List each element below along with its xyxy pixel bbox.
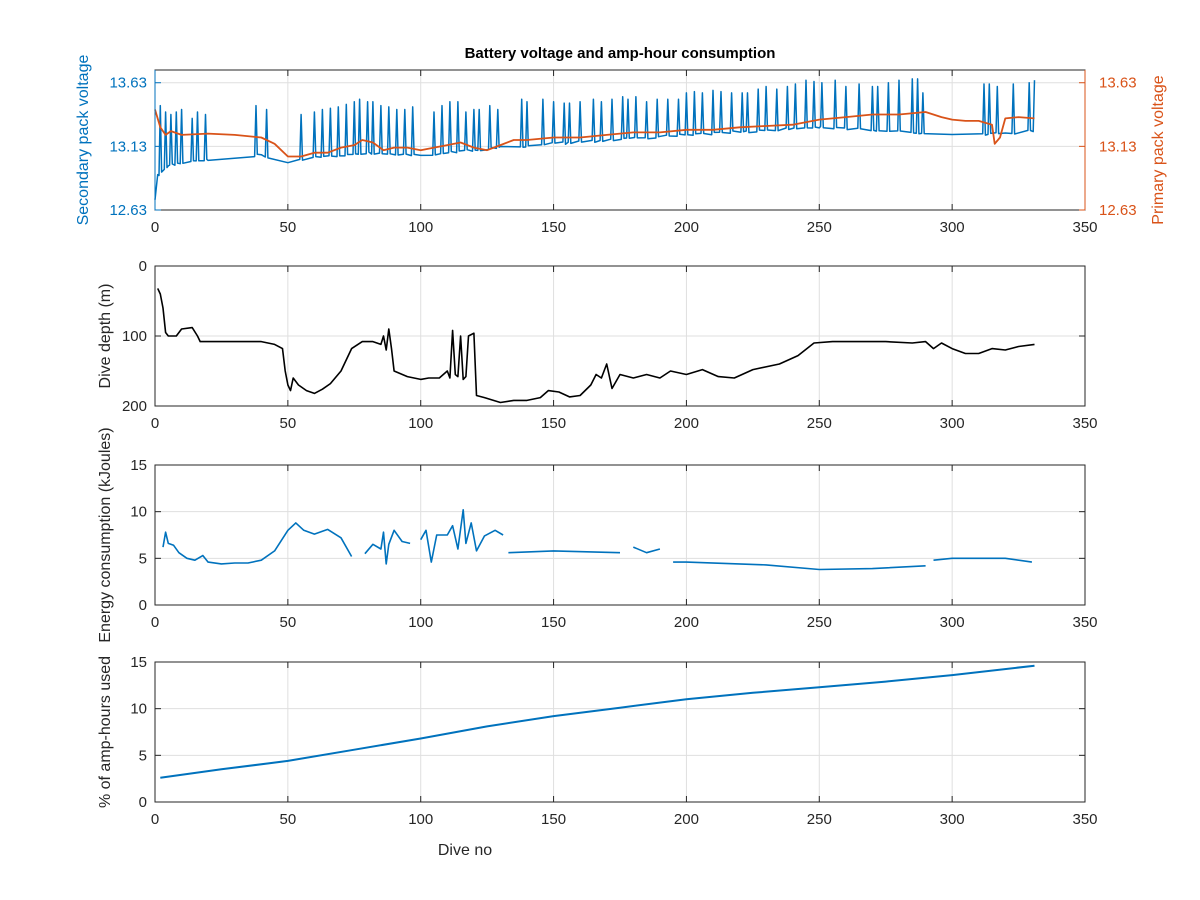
x-tick-label: 50 <box>280 811 297 828</box>
y2-axis-label: Primary pack voltage <box>1150 75 1167 224</box>
y-tick-label: 0 <box>139 258 147 275</box>
voltage-panel: 0 50 100 150 200 250 300 35012.6313.1313.6312.6… <box>75 55 1167 236</box>
y-axis-label: Secondary pack voltage <box>75 55 92 226</box>
x-tick-label: 200 <box>674 614 699 631</box>
energy-panel: 0 50 100 150 200 250 300 350 0 5 10 15 Energy consum… <box>97 427 1098 642</box>
y-tick-label: 13.13 <box>109 138 147 155</box>
y-tick-label: 15 <box>130 457 147 474</box>
y-tick-label: 5 <box>139 747 147 764</box>
primary-voltage-line <box>154 109 1035 158</box>
y-tick-label: 0 <box>139 794 147 811</box>
x-tick-label: 100 <box>408 811 433 828</box>
figure-title: Battery voltage and amp-hour consumption <box>465 45 776 62</box>
plot-area <box>155 465 1085 605</box>
x-tick-label: 100 <box>408 219 433 236</box>
x-tick-label: 0 <box>151 415 159 432</box>
energy-line <box>420 508 504 563</box>
y-tick-label: 13.63 <box>109 75 147 92</box>
x-tick-label: 0 <box>151 614 159 631</box>
energy-line <box>933 557 1033 563</box>
x-tick-label: 150 <box>541 811 566 828</box>
x-tick-label: 350 <box>1072 219 1097 236</box>
x-tick-label: 150 <box>541 219 566 236</box>
energy-line <box>673 561 926 571</box>
x-tick-label: 300 <box>940 219 965 236</box>
x-tick-label: 250 <box>807 811 832 828</box>
y-axis-label: Dive depth (m) <box>97 284 114 389</box>
y-axis-label: Energy consumption (kJoules) <box>97 427 114 642</box>
x-tick-label: 350 <box>1072 415 1097 432</box>
amphours-panel: 0 50 100 150 200 250 300 350 0 5 10 15 % of amp-hour… <box>97 654 1098 859</box>
axes-box <box>154 661 1086 803</box>
x-tick-label: 300 <box>940 811 965 828</box>
x-tick-label: 50 <box>280 219 297 236</box>
x-tick-label: 0 <box>151 811 159 828</box>
energy-line <box>364 529 411 565</box>
amphours-line <box>160 664 1035 779</box>
x-tick-label: 350 <box>1072 811 1097 828</box>
x-tick-label: 250 <box>807 219 832 236</box>
y-tick-label: 100 <box>122 328 147 345</box>
y2-tick-label: 13.63 <box>1099 75 1137 92</box>
y-tick-label: 0 <box>139 597 147 614</box>
x-tick-label: 0 <box>151 219 159 236</box>
energy-line <box>162 522 353 565</box>
axes-box <box>154 464 1086 606</box>
plot-area <box>155 662 1085 802</box>
x-tick-label: 150 <box>541 614 566 631</box>
secondary-voltage-line <box>154 78 1036 200</box>
y-tick-label: 5 <box>139 550 147 567</box>
subplots: 0 50 100 150 200 250 300 35012.6313.1313.6312.6… <box>75 55 1167 859</box>
x-tick-label: 300 <box>940 614 965 631</box>
y-tick-label: 12.63 <box>109 202 147 219</box>
y2-tick-label: 13.13 <box>1099 138 1137 155</box>
depth-line <box>156 288 1035 404</box>
x-tick-label: 250 <box>807 614 832 631</box>
y-tick-label: 15 <box>130 654 147 671</box>
y2-tick-label: 12.63 <box>1099 202 1137 219</box>
x-tick-label: 300 <box>940 415 965 432</box>
y-tick-label: 10 <box>130 504 147 521</box>
x-tick-label: 200 <box>674 219 699 236</box>
x-tick-label: 250 <box>807 415 832 432</box>
y-axis-label: % of amp-hours used <box>97 656 114 808</box>
y-tick-label: 10 <box>130 701 147 718</box>
energy-line <box>508 550 621 554</box>
x-tick-label: 200 <box>674 811 699 828</box>
x-tick-label: 150 <box>541 415 566 432</box>
x-tick-label: 200 <box>674 415 699 432</box>
x-tick-label: 100 <box>408 415 433 432</box>
x-tick-label: 50 <box>280 415 297 432</box>
x-tick-label: 50 <box>280 614 297 631</box>
x-axis-label: Dive no <box>438 842 492 859</box>
x-tick-label: 350 <box>1072 614 1097 631</box>
energy-line <box>632 546 661 554</box>
y-tick-label: 200 <box>122 398 147 415</box>
x-tick-label: 100 <box>408 614 433 631</box>
depth-panel: 0 50 100 150 200 250 300 350 0 100 200 Dive depth (… <box>97 258 1098 432</box>
